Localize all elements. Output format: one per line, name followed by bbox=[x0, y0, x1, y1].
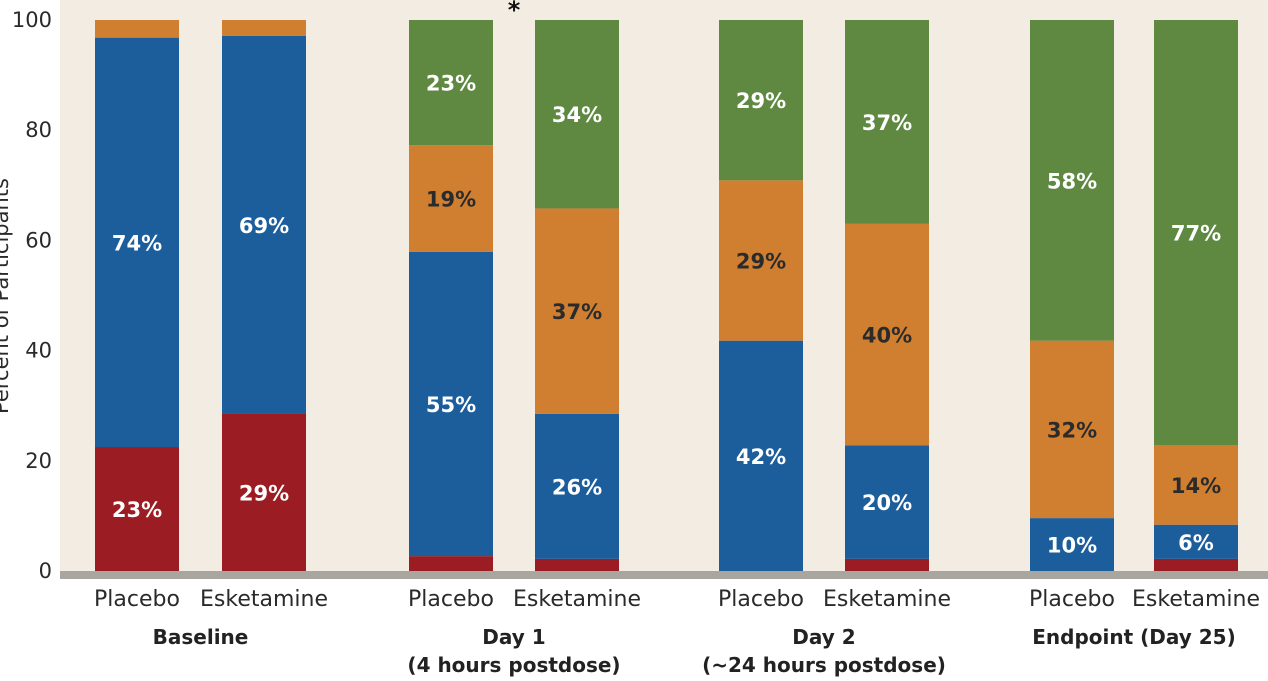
bar-segment bbox=[95, 20, 179, 38]
x-axis-labels: Placebo Esketamine Baseline Placebo Esketami… bbox=[94, 587, 1260, 677]
bar-esketamine: 29% 69% bbox=[222, 20, 306, 571]
bar-segment bbox=[845, 223, 929, 446]
y-tick-label: 100 bbox=[12, 8, 52, 32]
bar-segment bbox=[409, 251, 493, 557]
y-axis: 0 20 40 60 80 100 bbox=[12, 8, 52, 583]
bars-layer: 23%74%29%69%55%19%23%26%37%34%42%29%29%2… bbox=[95, 20, 1238, 571]
bar-segment bbox=[845, 445, 929, 559]
bar-segment bbox=[222, 413, 306, 571]
data-label: 34% bbox=[552, 103, 602, 127]
y-tick-label: 80 bbox=[25, 118, 52, 142]
x-tick-label: Placebo bbox=[1029, 587, 1115, 612]
bar-segment bbox=[1030, 20, 1114, 341]
data-label: 19% bbox=[426, 188, 476, 212]
x-tick-label: Esketamine bbox=[200, 587, 328, 612]
bar-esketamine: 6% 14% 77% bbox=[1154, 20, 1238, 571]
bar-segment bbox=[95, 37, 179, 448]
bar-segment bbox=[1154, 445, 1238, 525]
bar-segment bbox=[535, 20, 619, 209]
bar-esketamine: 26% 37% 34% bbox=[535, 20, 619, 571]
data-label: 23% bbox=[426, 72, 476, 96]
data-label: 29% bbox=[239, 481, 289, 505]
data-label: 77% bbox=[1171, 222, 1221, 246]
data-label: 14% bbox=[1171, 474, 1221, 498]
group-label: Endpoint (Day 25) bbox=[1032, 625, 1236, 649]
x-tick-label: Placebo bbox=[408, 587, 494, 612]
data-label: 58% bbox=[1047, 169, 1097, 193]
group-label: (~24 hours postdose) bbox=[702, 653, 946, 677]
group-label: Day 2 bbox=[792, 625, 855, 649]
bar-segment bbox=[409, 145, 493, 252]
data-label: 74% bbox=[112, 231, 162, 255]
x-tick-label: Placebo bbox=[94, 587, 180, 612]
bar-segment bbox=[409, 20, 493, 146]
bar-placebo: 55% 19% 23% bbox=[409, 20, 493, 571]
bar-segment bbox=[535, 413, 619, 559]
x-tick-label: Esketamine bbox=[823, 587, 951, 612]
bar-esketamine: 20% 40% 37% bbox=[845, 20, 929, 571]
bar-segment bbox=[1154, 524, 1238, 559]
x-tick-label: Esketamine bbox=[1132, 587, 1260, 612]
data-label: 37% bbox=[862, 111, 912, 135]
group-label: Baseline bbox=[153, 625, 249, 649]
x-tick-label: Placebo bbox=[718, 587, 804, 612]
bar-placebo: 23% 74% bbox=[95, 20, 179, 571]
bar-segment bbox=[1154, 558, 1238, 571]
y-tick-label: 60 bbox=[25, 228, 52, 252]
data-label: 10% bbox=[1047, 534, 1097, 558]
significance-asterisk: * bbox=[508, 0, 521, 24]
bar-segment bbox=[222, 20, 306, 36]
data-label: 69% bbox=[239, 214, 289, 238]
data-label: 42% bbox=[736, 445, 786, 469]
data-label: 29% bbox=[736, 250, 786, 274]
bar-segment bbox=[535, 558, 619, 571]
bar-placebo: 42% 29% 29% bbox=[719, 20, 803, 571]
data-label: 6% bbox=[1178, 531, 1214, 555]
bar-segment bbox=[719, 20, 803, 181]
bar-placebo: 10% 32% 58% bbox=[1030, 20, 1114, 571]
bar-segment bbox=[845, 558, 929, 571]
x-axis-baseline bbox=[60, 571, 1268, 579]
y-axis-label: Percent of Participants bbox=[0, 178, 13, 414]
group-label: (4 hours postdose) bbox=[407, 653, 620, 677]
x-tick-label: Esketamine bbox=[513, 587, 641, 612]
bar-segment bbox=[222, 35, 306, 414]
bar-segment bbox=[1030, 518, 1114, 571]
y-tick-label: 20 bbox=[25, 449, 52, 473]
bar-segment bbox=[409, 556, 493, 571]
bar-segment bbox=[719, 180, 803, 341]
data-label: 40% bbox=[862, 324, 912, 348]
data-label: 37% bbox=[552, 300, 602, 324]
y-tick-label: 40 bbox=[25, 339, 52, 363]
data-label: 32% bbox=[1047, 418, 1097, 442]
group-label: Day 1 bbox=[482, 625, 545, 649]
bar-segment bbox=[719, 340, 803, 571]
bar-segment bbox=[845, 20, 929, 224]
bar-segment bbox=[535, 208, 619, 414]
data-label: 20% bbox=[862, 491, 912, 515]
y-tick-label: 0 bbox=[39, 559, 52, 583]
bar-segment bbox=[95, 447, 179, 571]
bar-segment bbox=[1154, 20, 1238, 446]
data-label: 29% bbox=[736, 89, 786, 113]
data-label: 23% bbox=[112, 498, 162, 522]
data-label: 26% bbox=[552, 475, 602, 499]
bar-segment bbox=[1030, 340, 1114, 519]
data-label: 55% bbox=[426, 393, 476, 417]
